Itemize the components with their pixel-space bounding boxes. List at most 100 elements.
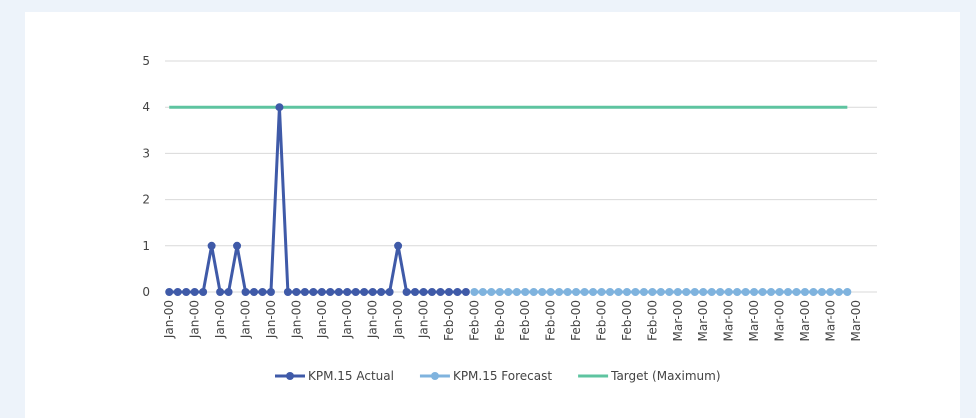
point bbox=[606, 288, 614, 296]
point bbox=[546, 288, 555, 296]
x-tick-label: Mar-00 bbox=[773, 300, 787, 341]
point bbox=[639, 288, 648, 296]
point bbox=[207, 241, 216, 250]
x-tick-label: Jan-00 bbox=[315, 300, 329, 339]
point bbox=[673, 288, 682, 296]
point bbox=[817, 288, 826, 296]
point bbox=[182, 288, 191, 296]
point bbox=[589, 288, 598, 296]
point bbox=[444, 288, 453, 296]
y-tick-label: 1 bbox=[142, 239, 150, 253]
x-tick-label: Mar-00 bbox=[849, 300, 863, 341]
point bbox=[275, 103, 284, 112]
point bbox=[317, 288, 326, 296]
point bbox=[402, 288, 411, 296]
point bbox=[809, 288, 818, 296]
x-tick-label: Mar-00 bbox=[823, 300, 837, 341]
y-tick-label: 0 bbox=[142, 285, 150, 299]
x-tick-label: Jan-00 bbox=[366, 300, 380, 339]
x-tick-label: Jan-00 bbox=[239, 300, 253, 339]
x-tick-label: Feb-00 bbox=[493, 300, 507, 341]
point bbox=[461, 288, 470, 296]
point bbox=[665, 288, 674, 296]
point bbox=[292, 288, 301, 296]
point bbox=[377, 288, 386, 296]
point bbox=[360, 288, 369, 296]
point bbox=[656, 288, 665, 296]
point bbox=[631, 288, 640, 296]
point bbox=[428, 288, 436, 296]
point bbox=[716, 288, 725, 296]
point bbox=[487, 288, 496, 296]
x-tick-label: Feb-00 bbox=[569, 300, 583, 341]
point bbox=[165, 288, 174, 296]
x-tick-label: Feb-00 bbox=[645, 300, 659, 341]
x-tick-label: Jan-00 bbox=[340, 300, 354, 339]
point bbox=[724, 288, 733, 296]
y-tick-label: 3 bbox=[142, 146, 150, 160]
point bbox=[495, 288, 504, 296]
point bbox=[648, 288, 657, 296]
x-tick-label: Mar-00 bbox=[671, 300, 685, 341]
legend-label: Target (Maximum) bbox=[610, 369, 720, 383]
y-tick-label: 4 bbox=[142, 100, 150, 114]
point bbox=[309, 288, 318, 296]
point bbox=[173, 288, 182, 296]
x-tick-label: Jan-00 bbox=[391, 300, 405, 339]
x-tick-label: Jan-00 bbox=[289, 300, 303, 339]
point bbox=[199, 288, 208, 296]
point bbox=[843, 288, 852, 296]
x-tick-label: Feb-00 bbox=[467, 300, 481, 341]
point bbox=[453, 288, 462, 296]
point bbox=[504, 288, 513, 296]
point bbox=[351, 288, 360, 296]
point bbox=[690, 288, 699, 296]
point bbox=[707, 288, 716, 296]
chart-panel bbox=[25, 12, 960, 418]
point bbox=[555, 288, 564, 296]
point bbox=[521, 288, 530, 296]
x-tick-label: Mar-00 bbox=[722, 300, 736, 341]
point bbox=[767, 288, 776, 296]
point bbox=[572, 288, 581, 296]
x-tick-label: Feb-00 bbox=[544, 300, 558, 341]
x-tick-label: Mar-00 bbox=[798, 300, 812, 341]
point bbox=[334, 288, 343, 296]
point bbox=[436, 288, 445, 296]
point bbox=[758, 288, 767, 296]
x-tick-label: Jan-00 bbox=[264, 300, 278, 339]
point bbox=[258, 288, 267, 296]
point bbox=[470, 288, 479, 296]
point bbox=[597, 288, 606, 296]
point bbox=[699, 288, 708, 296]
x-tick-label: Jan-00 bbox=[188, 300, 202, 339]
x-tick-label: Feb-00 bbox=[595, 300, 609, 341]
x-tick-label: Jan-00 bbox=[417, 300, 431, 339]
legend-label: KPM.15 Forecast bbox=[453, 369, 552, 383]
y-tick-label: 5 bbox=[142, 54, 150, 68]
point bbox=[622, 288, 631, 296]
point bbox=[419, 288, 428, 296]
point bbox=[241, 288, 250, 296]
x-tick-label: Mar-00 bbox=[747, 300, 761, 341]
point bbox=[283, 288, 292, 296]
x-tick-label: Jan-00 bbox=[213, 300, 227, 339]
point bbox=[614, 288, 623, 296]
point bbox=[233, 241, 242, 250]
point bbox=[343, 288, 352, 296]
point bbox=[411, 288, 420, 296]
point bbox=[834, 288, 843, 296]
point bbox=[538, 288, 547, 296]
point bbox=[326, 288, 335, 296]
y-tick-label: 2 bbox=[142, 193, 150, 207]
point bbox=[250, 288, 258, 296]
point bbox=[266, 288, 275, 296]
point bbox=[800, 288, 809, 296]
point bbox=[775, 288, 784, 296]
point bbox=[190, 288, 199, 296]
point bbox=[733, 288, 742, 296]
x-tick-label: Feb-00 bbox=[518, 300, 532, 341]
x-tick-label: Mar-00 bbox=[696, 300, 710, 341]
